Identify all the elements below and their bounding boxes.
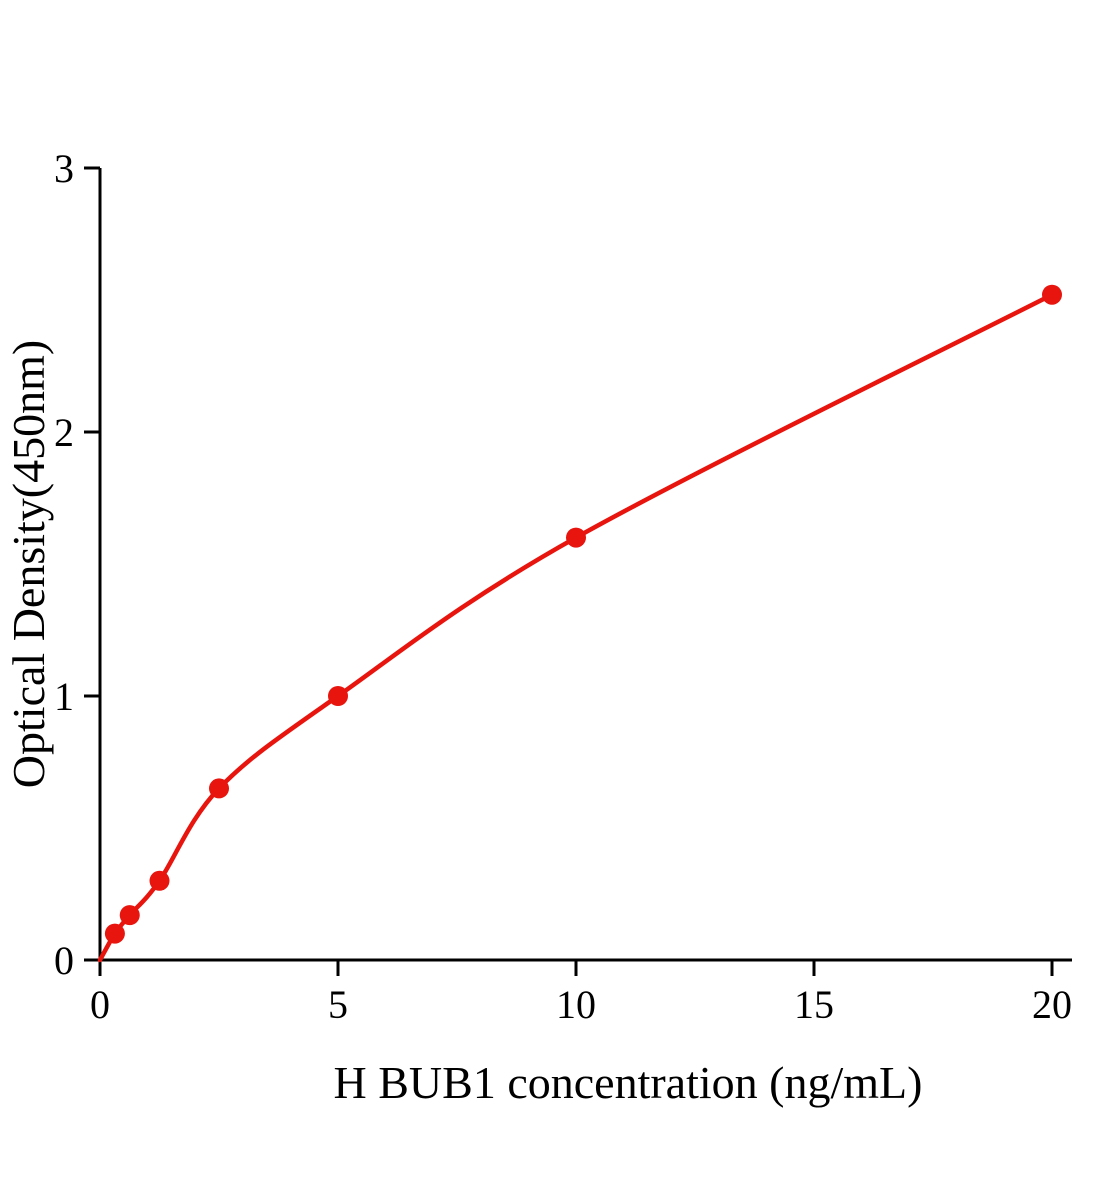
y-tick-label: 1 xyxy=(54,674,74,719)
data-point xyxy=(104,923,125,944)
x-axis-label: H BUB1 concentration (ng/mL) xyxy=(334,1057,923,1108)
data-point xyxy=(119,905,140,926)
y-tick-label: 3 xyxy=(54,146,74,191)
data-point xyxy=(566,527,586,548)
x-tick-label: 15 xyxy=(794,982,834,1027)
data-point xyxy=(149,870,170,891)
fitted-curve xyxy=(97,292,1055,963)
y-tick-label: 0 xyxy=(54,938,74,983)
y-tick-label: 2 xyxy=(54,410,74,455)
data-point xyxy=(209,778,229,799)
data-point xyxy=(1042,284,1062,305)
x-tick-label: 20 xyxy=(1032,982,1072,1027)
y-axis-label: Optical Density(450nm) xyxy=(3,340,54,788)
x-tick-label: 0 xyxy=(90,982,110,1027)
data-point xyxy=(328,686,348,706)
plot-area: 0 1 2 3 0 5 10 15 20 xyxy=(54,146,1072,1027)
x-tick-label: 10 xyxy=(556,982,596,1027)
x-tick-label: 5 xyxy=(328,982,348,1027)
